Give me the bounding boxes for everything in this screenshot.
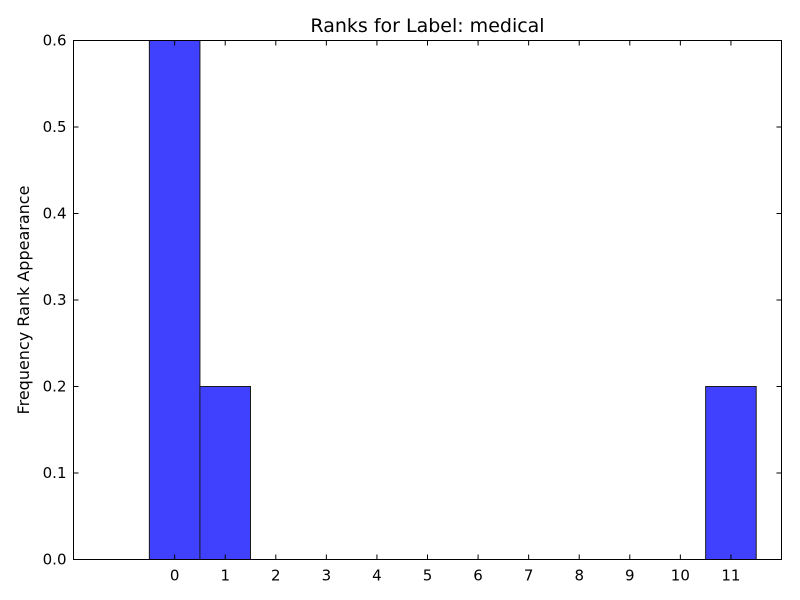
- x-tick-label: 1: [220, 567, 230, 585]
- bars-group: [148, 40, 757, 560]
- bar-0: [148, 40, 201, 560]
- y-tick-label: 0.0: [43, 551, 67, 569]
- y-tick-label: 0.6: [43, 32, 67, 50]
- bar-11: [705, 386, 757, 560]
- x-tick-label: 11: [721, 567, 740, 585]
- bar-1: [199, 386, 252, 560]
- chart-title: Ranks for Label: medical: [310, 15, 544, 37]
- x-tick-label: 10: [671, 567, 690, 585]
- x-tick-label: 8: [574, 567, 584, 585]
- ticks-group: 0 1 2 3 4 5 6 7 8 9 10 11 0.0 0.1 0.2 0.3 0.4 0.5 0.6: [43, 32, 782, 585]
- x-tick-label: 4: [372, 567, 382, 585]
- y-tick-label: 0.1: [43, 464, 67, 482]
- x-tick-label: 5: [423, 567, 433, 585]
- x-tick-label: 0: [170, 567, 180, 585]
- y-tick-label: 0.4: [43, 205, 67, 223]
- y-tick-label: 0.3: [43, 291, 67, 309]
- x-tick-label: 3: [322, 567, 332, 585]
- y-axis-label: Frequency Rank Appearance: [14, 186, 33, 415]
- plot-frame: [73, 40, 782, 560]
- x-tick-label: 2: [271, 567, 281, 585]
- y-tick-label: 0.2: [43, 378, 67, 396]
- x-tick-label: 7: [524, 567, 534, 585]
- x-tick-label: 9: [625, 567, 635, 585]
- x-tick-label: 6: [473, 567, 483, 585]
- y-tick-label: 0.5: [43, 118, 67, 136]
